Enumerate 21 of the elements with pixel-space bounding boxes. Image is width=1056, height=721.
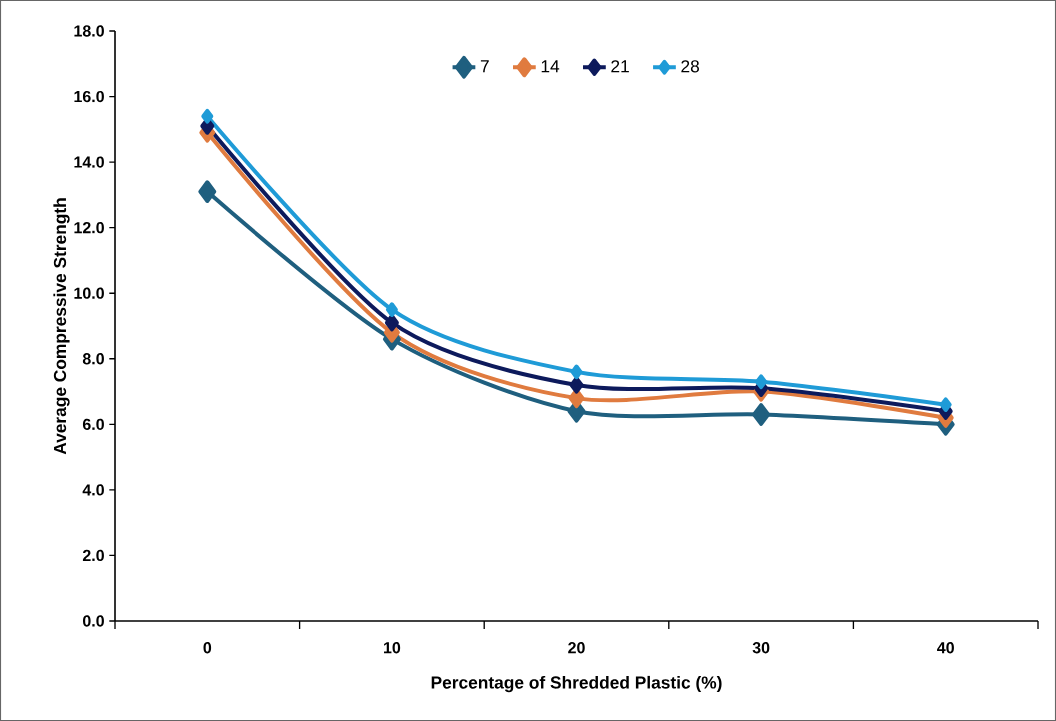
y-tick-label: 12.0: [74, 222, 104, 234]
legend-label: 14: [541, 60, 560, 73]
x-tick-label: 0: [203, 642, 212, 654]
y-axis-title: Average Compressive Strength: [53, 198, 70, 455]
legend-label: 21: [611, 60, 629, 73]
x-tick-label: 40: [937, 642, 954, 654]
legend-label: 28: [681, 60, 700, 73]
y-tick-label: 0.0: [82, 615, 104, 627]
legend-label: 7: [480, 60, 489, 73]
x-tick-label: 10: [384, 642, 401, 654]
y-tick-label: 16.0: [74, 90, 104, 103]
y-tick-label: 6.0: [82, 418, 104, 430]
y-tick-label: 4.0: [82, 484, 104, 496]
y-tick-label: 14.0: [74, 156, 104, 168]
x-axis-title: Percentage of Shredded Plastic (%): [431, 675, 722, 693]
y-tick-label: 2.0: [82, 549, 104, 562]
y-tick-label: 10.0: [74, 287, 104, 299]
x-tick-label: 30: [752, 642, 770, 654]
x-tick-label: 20: [568, 642, 585, 654]
y-tick-label: 8.0: [82, 353, 104, 365]
y-tick-label: 18.0: [74, 25, 104, 37]
